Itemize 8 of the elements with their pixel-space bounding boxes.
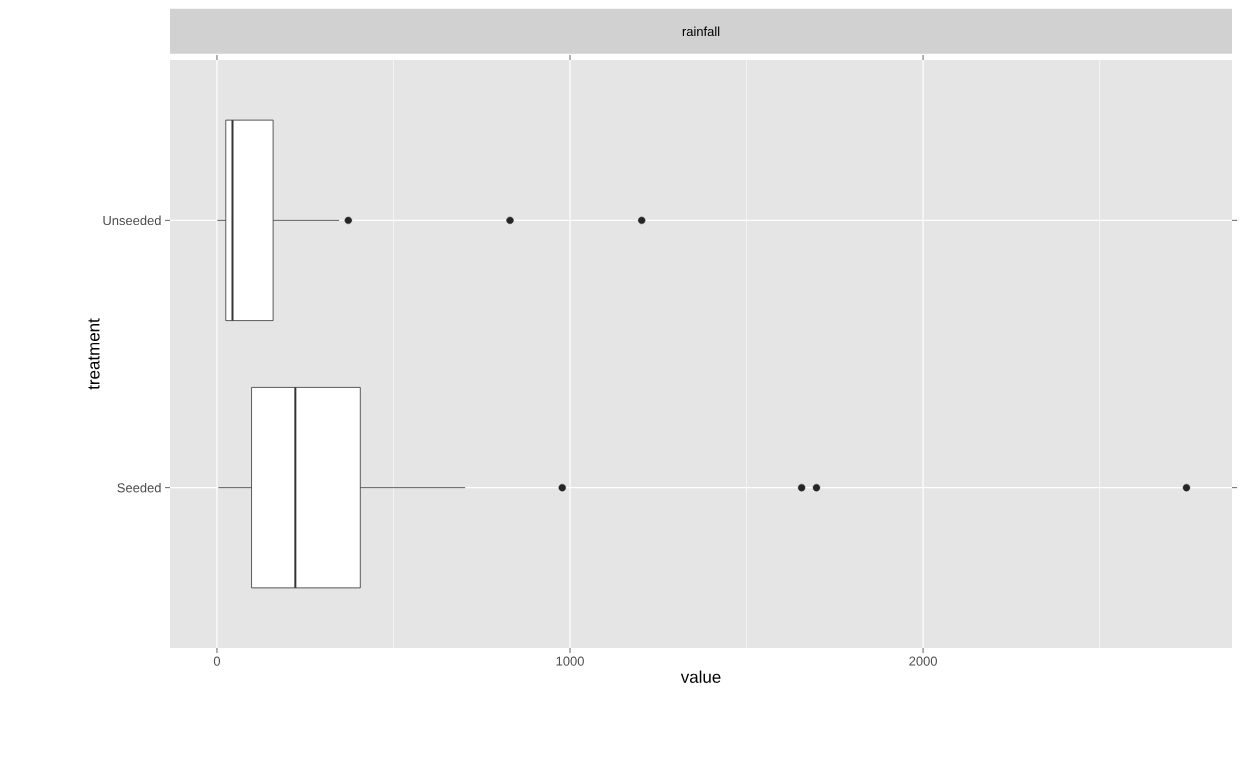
- y-axis-title: treatment: [88, 318, 100, 390]
- chart-title: rainfall: [682, 26, 720, 37]
- x-tick-label: 1000: [556, 656, 584, 666]
- y-tick-label: Unseeded: [103, 215, 161, 226]
- x-tick-label: 2000: [909, 656, 937, 666]
- x-tick-label: 0: [213, 656, 221, 666]
- y-tick-label: Seeded: [117, 482, 161, 493]
- x-axis-title: value: [680, 670, 721, 683]
